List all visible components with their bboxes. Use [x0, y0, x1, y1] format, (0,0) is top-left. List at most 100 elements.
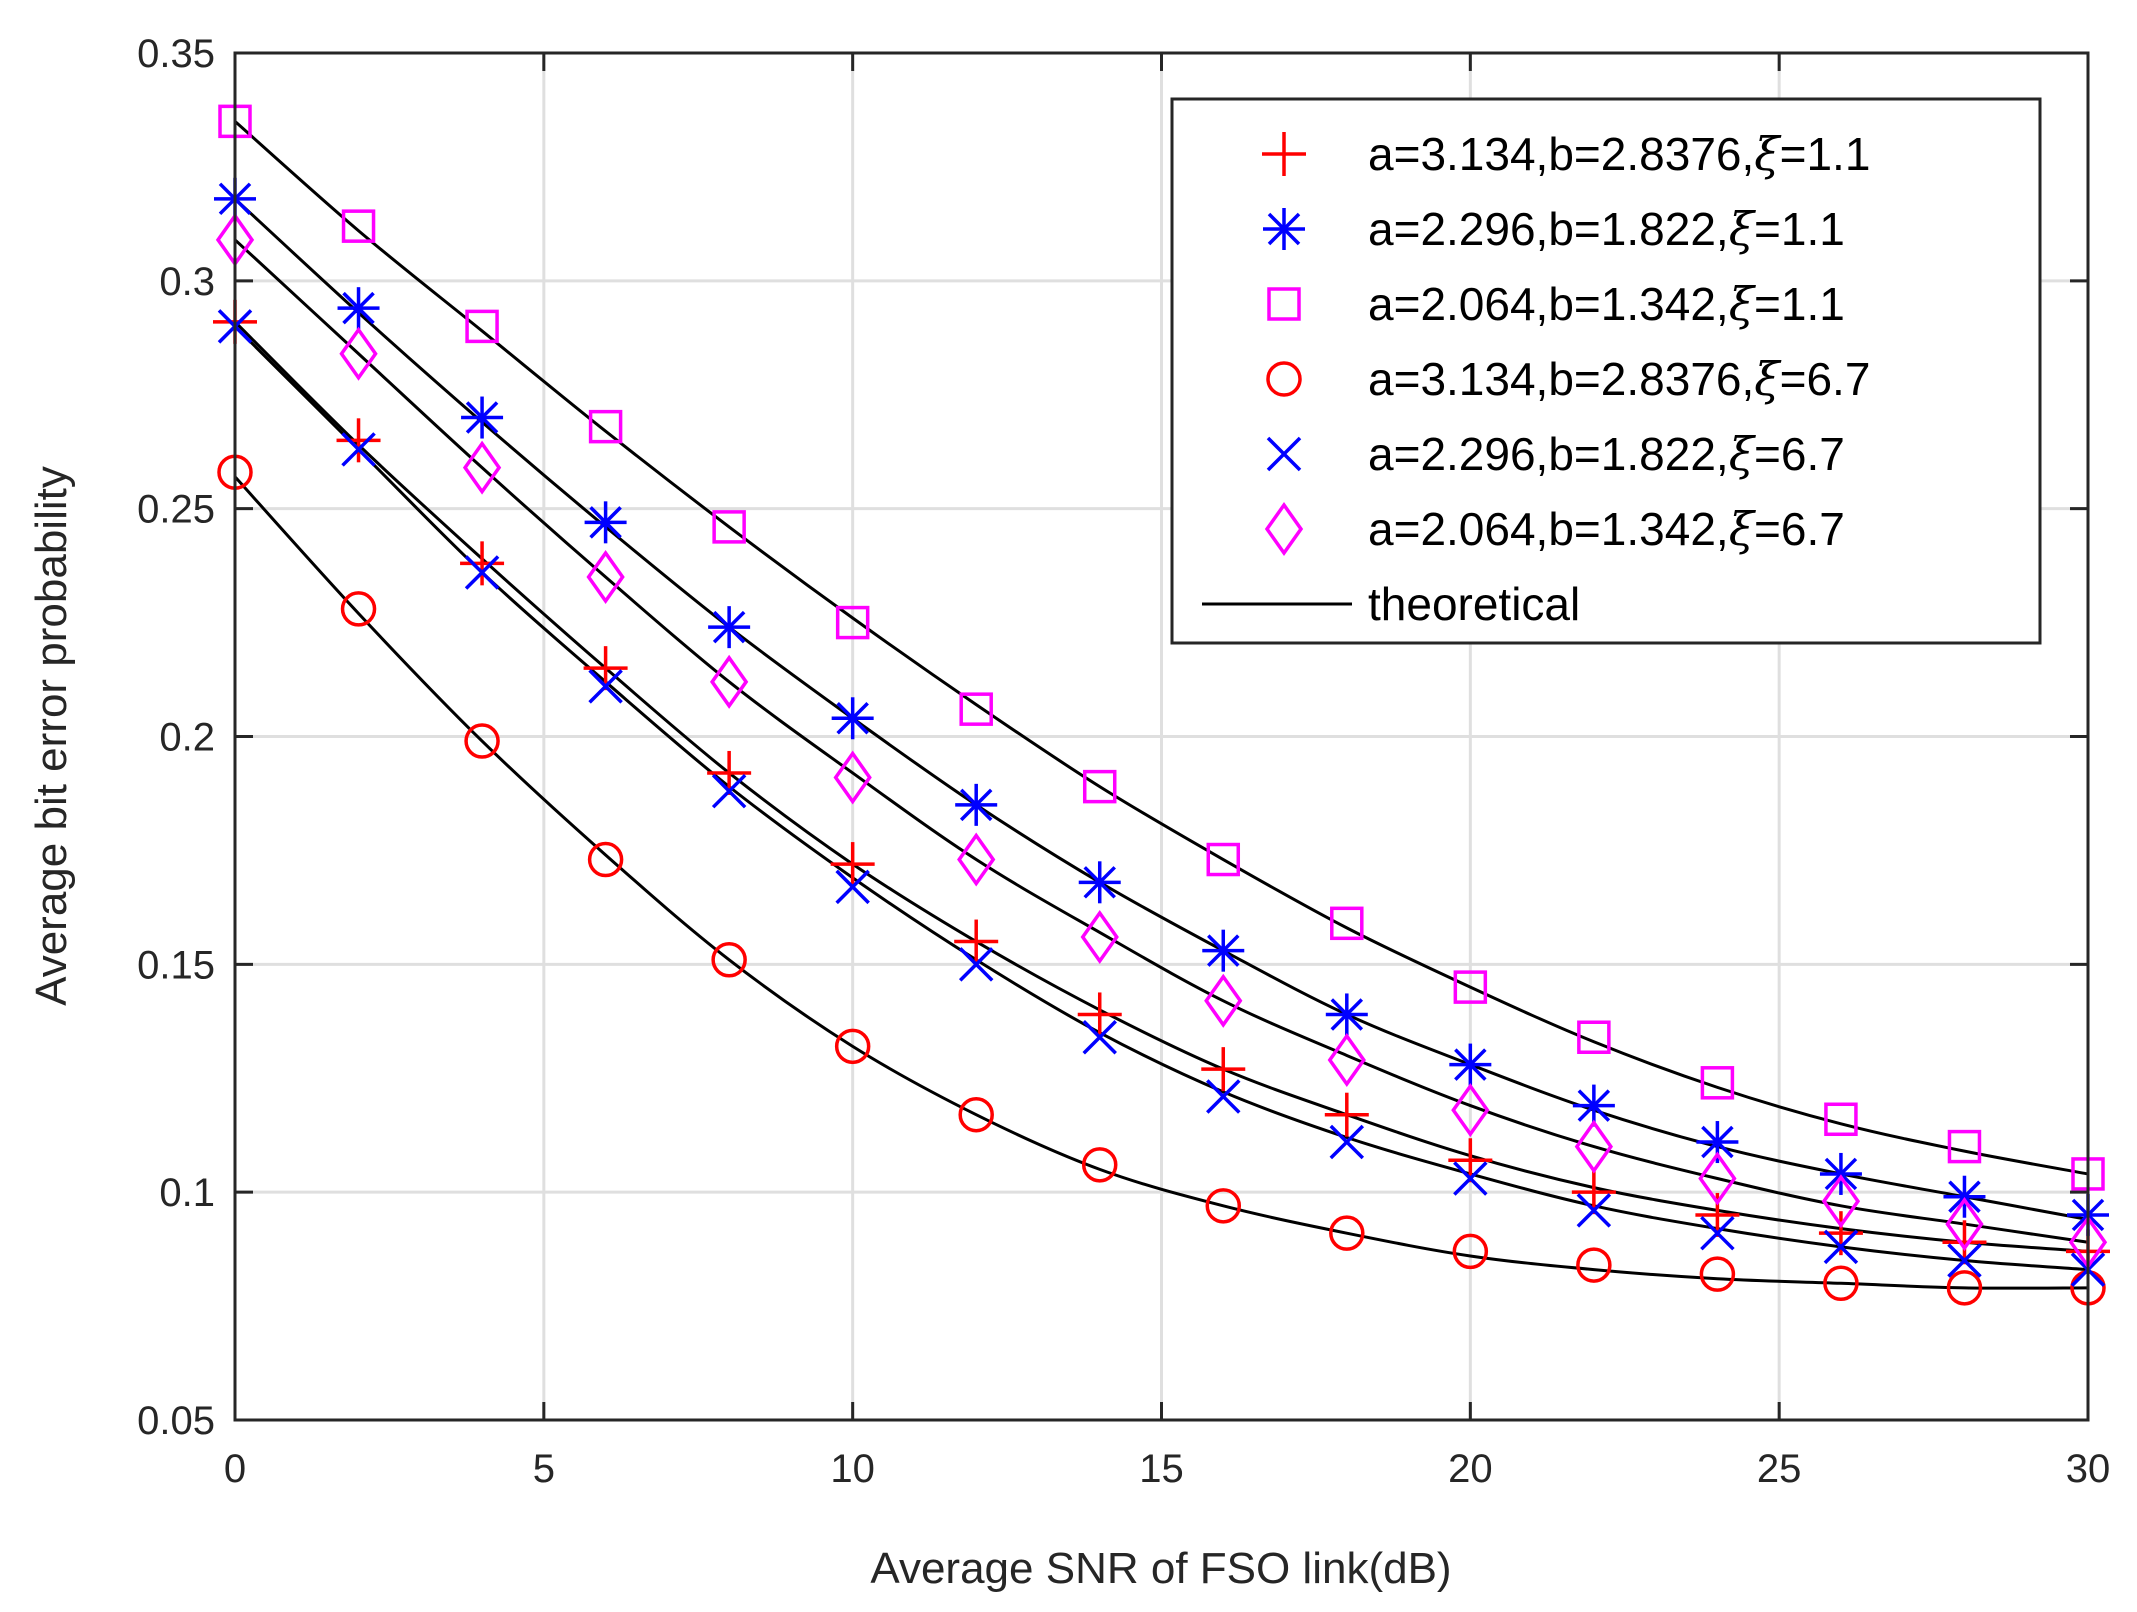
data-point: [958, 947, 994, 982]
data-point: [1202, 929, 1245, 972]
data-point: [465, 309, 499, 344]
data-point: [1080, 909, 1119, 965]
data-point: [1449, 1043, 1492, 1086]
circle-marker: [1452, 1233, 1489, 1270]
asterisk-stroke: [1454, 1048, 1487, 1081]
cross-stroke: [1823, 1229, 1859, 1265]
data-point: [1696, 1121, 1739, 1164]
legend-label-main: a=2.296,b=1.822,: [1368, 203, 1729, 255]
cross-stroke: [835, 869, 870, 905]
square-marker: [835, 605, 870, 640]
square-marker: [1082, 769, 1117, 804]
data-point: [1448, 1138, 1493, 1183]
x-tick-label: 15: [1139, 1447, 1184, 1491]
data-point: [1943, 1175, 1986, 1218]
square-marker: [588, 409, 623, 444]
cross-stroke: [1266, 436, 1302, 472]
asterisk-stroke: [1577, 1089, 1611, 1122]
asterisk-stroke: [465, 401, 499, 434]
asterisk-stroke: [1083, 866, 1116, 899]
data-point: [1945, 1197, 1984, 1252]
theoretical-curves: [233, 120, 2089, 1290]
data-point: [1819, 1152, 1862, 1195]
legend-marker: [1266, 436, 1302, 472]
legend-label-xi: ξ: [1729, 427, 1757, 481]
square-marker: [1947, 1129, 1982, 1164]
data-point: [959, 692, 993, 726]
data-point: [1453, 1161, 1488, 1196]
legend-box: [1170, 97, 2042, 645]
diamond-marker: [1264, 501, 1304, 557]
theoretical-line: [233, 320, 2089, 1253]
diamond-marker: [1080, 909, 1119, 965]
y-tick-label: 0.2: [159, 716, 215, 760]
data-point: [1823, 1229, 1859, 1265]
data-point: [336, 418, 381, 463]
x-tick-label: 25: [1757, 1447, 1802, 1491]
y-tick-label: 0.35: [137, 32, 215, 76]
y-tick-label: 0.1: [159, 1171, 215, 1215]
diamond-marker: [1574, 1119, 1614, 1174]
data-point: [709, 654, 749, 709]
cross-stroke: [341, 432, 376, 467]
data-point: [1324, 1092, 1369, 1137]
diamond-marker: [1327, 1032, 1366, 1088]
diamond-marker: [957, 832, 996, 887]
data-point: [1204, 973, 1243, 1028]
circle-marker: [1576, 1247, 1612, 1283]
legend-label-main: a=2.064,b=1.342,: [1368, 503, 1729, 555]
data-point: [588, 669, 623, 704]
data-point: [1699, 1256, 1736, 1292]
data-point: [1821, 1174, 1861, 1229]
x-tick-label: 0: [224, 1447, 246, 1491]
data-point: [707, 750, 752, 795]
square-marker: [1267, 287, 1301, 321]
axis-ticks: [233, 51, 2090, 1422]
cross-stroke: [1453, 1161, 1488, 1196]
circle-marker: [711, 942, 747, 978]
square-marker: [1453, 970, 1488, 1004]
data-point: [1452, 1233, 1489, 1270]
legend-theoretical-label: theoretical: [1368, 578, 1580, 630]
asterisk-stroke: [342, 291, 375, 325]
cross-stroke: [1329, 1124, 1365, 1160]
legend-label-main: a=2.064,b=1.342,: [1368, 278, 1729, 330]
cross-stroke: [1082, 1020, 1117, 1055]
data-point: [464, 555, 500, 590]
legend-label-main: a=3.134,b=2.8376,: [1368, 353, 1754, 405]
diamond-marker: [1451, 1083, 1490, 1138]
legend-label-xi: ξ: [1729, 202, 1757, 256]
square-marker: [465, 309, 499, 344]
square-marker: [341, 209, 376, 243]
y-tick-label: 0.25: [137, 488, 215, 532]
data-point: [1325, 993, 1368, 1036]
data-point: [1329, 1124, 1365, 1160]
data-point: [1330, 906, 1364, 941]
legend: a=3.134,b=2.8376,ξ=1.1a=2.296,b=1.822,ξ=…: [1170, 97, 2042, 645]
data-point: [588, 409, 623, 444]
asterisk-stroke: [1701, 1125, 1734, 1159]
data-point: [1947, 1243, 1982, 1278]
legend-marker: [1263, 208, 1305, 250]
square-marker: [1577, 1020, 1611, 1054]
x-tick-label: 5: [533, 1447, 555, 1491]
data-point: [830, 842, 875, 887]
legend-label-tail: =1.1: [1754, 278, 1845, 330]
data-point: [954, 919, 999, 964]
square-marker: [1700, 1066, 1735, 1100]
data-point: [461, 396, 504, 439]
data-point: [1201, 1047, 1246, 1092]
diamond-marker: [1698, 1151, 1737, 1206]
legend-label-tail: =6.7: [1754, 503, 1845, 555]
data-point: [711, 942, 747, 978]
diamond-marker: [339, 326, 378, 381]
circle-marker: [1266, 361, 1302, 397]
circle-marker: [464, 723, 500, 759]
legend-label-xi: ξ: [1729, 277, 1757, 331]
data-point: [587, 841, 624, 878]
data-point: [583, 646, 628, 691]
data-point: [1823, 1265, 1859, 1302]
series-cross: [217, 309, 2106, 1287]
legend-entry-label: a=2.064,b=1.342,ξ=1.1: [1368, 277, 1845, 331]
asterisk-stroke: [1824, 1157, 1858, 1191]
